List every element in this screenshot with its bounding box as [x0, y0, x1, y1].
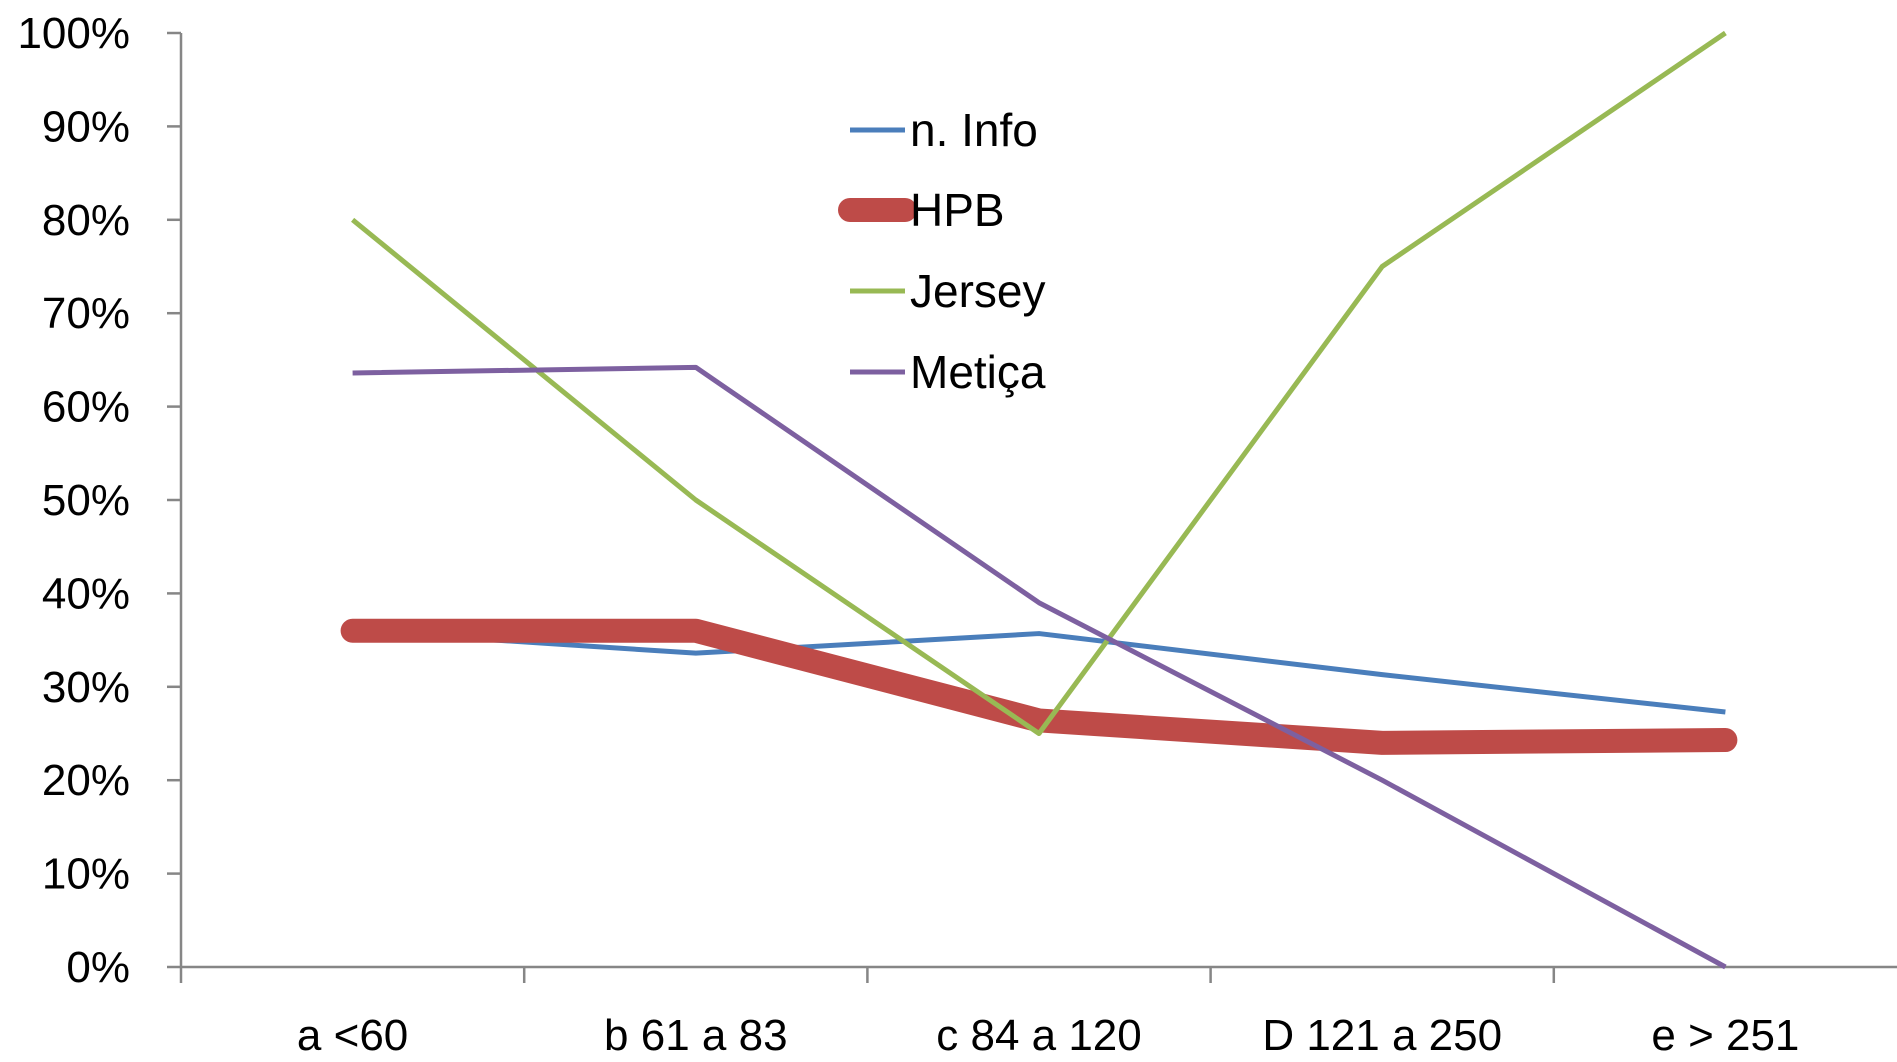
y-tick-label: 90% [42, 102, 130, 151]
series-lines [340, 30, 1738, 970]
y-tick-label: 40% [42, 569, 130, 618]
axes: 0% 10% 20% 30% 40% 50% 60% 70% 80% 90% 100% a <60 b … [17, 9, 1897, 1060]
y-tick-label: 80% [42, 196, 130, 245]
x-tick-label: e > 251 [1651, 1011, 1799, 1057]
legend-label: Metiça [910, 346, 1046, 398]
x-tick-label: a <60 [297, 1011, 408, 1057]
legend-label: Jersey [910, 265, 1045, 317]
series-line-2 [351, 30, 1727, 736]
y-tick-label: 10% [42, 850, 130, 899]
x-tick-label: D 121 a 250 [1262, 1011, 1502, 1057]
y-tick-label: 50% [42, 476, 130, 525]
y-tick-label: 0% [66, 943, 130, 992]
y-tick-label: 30% [42, 663, 130, 712]
series-line-1 [340, 618, 1738, 755]
y-tick-label: 60% [42, 383, 130, 432]
legend-label: HPB [910, 184, 1005, 236]
x-tick-label: c 84 a 120 [936, 1011, 1142, 1057]
legend: n. Info HPB Jersey Metiça [838, 104, 1046, 398]
y-tick-label: 100% [17, 9, 130, 58]
series-line-3 [352, 364, 1727, 970]
x-tick-label: b 61 a 83 [604, 1011, 788, 1057]
y-tick-label: 70% [42, 289, 130, 338]
y-tick-label: 20% [42, 756, 130, 805]
legend-label: n. Info [910, 104, 1038, 156]
series-line-0 [352, 628, 1726, 715]
